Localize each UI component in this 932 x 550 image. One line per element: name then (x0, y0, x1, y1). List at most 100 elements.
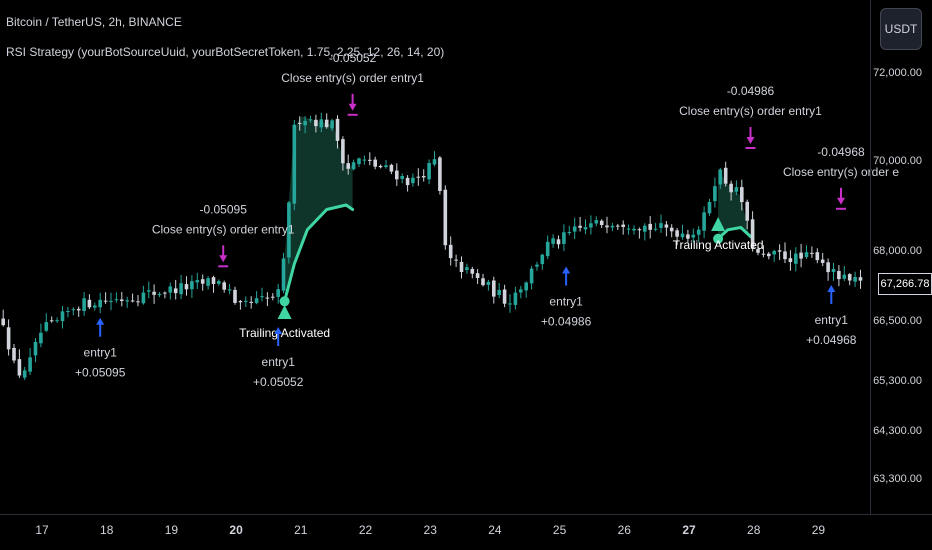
candle-body (788, 258, 793, 262)
candle-body (653, 228, 658, 230)
trailing-fill (718, 169, 751, 241)
candle-body (756, 249, 760, 253)
x-tick-label: 17 (35, 523, 49, 537)
candle-body (664, 224, 669, 228)
candle-body (357, 158, 361, 165)
candle-body (44, 322, 49, 331)
candle-body (152, 291, 156, 295)
candle-body (475, 273, 480, 278)
candle-body (416, 176, 421, 178)
candle-body (319, 119, 324, 128)
candle-body (740, 187, 744, 203)
trailing-stop-layer (279, 116, 752, 307)
candle-body (147, 290, 151, 292)
candle-body (696, 229, 701, 235)
x-tick-label: 23 (424, 523, 438, 537)
candle-body (632, 228, 636, 231)
y-axis: 72,000.00 70,000.00 68,000.00 66,500.00 65,3… (873, 67, 922, 485)
candle-body (481, 278, 485, 286)
candle-body (362, 159, 367, 161)
candle-body (470, 269, 475, 274)
candle-body (551, 238, 555, 244)
trailing-stop-line (283, 203, 355, 303)
candle-body (141, 292, 146, 304)
candle-body (438, 157, 442, 191)
candle-body (324, 119, 329, 128)
candle-body (287, 202, 291, 258)
entry-label: entry1 (84, 346, 118, 360)
candle-body (427, 163, 431, 180)
trailing-stop-line (716, 226, 752, 241)
candle-body (314, 119, 318, 127)
last-price-label: 67,266.78 (878, 273, 932, 295)
candle-body (723, 167, 728, 184)
candle-body (249, 301, 253, 303)
candle-body (260, 296, 264, 298)
trailing-activated-marker (277, 305, 292, 319)
candle-body (513, 292, 518, 305)
candle-body (567, 232, 572, 233)
close-value: -0.04986 (727, 84, 775, 98)
candle-body (810, 252, 814, 254)
trailing-start-dot (279, 296, 290, 307)
x-tick-label: 28 (747, 523, 761, 537)
candle-body (492, 280, 496, 297)
currency-button[interactable]: USDT (880, 8, 922, 50)
candle-body (1, 318, 5, 326)
close-value: -0.04968 (817, 145, 865, 159)
candle-body (702, 212, 706, 231)
candle-body (713, 186, 717, 202)
candle-body (335, 118, 340, 141)
candle-body (508, 303, 512, 305)
candle-body (55, 320, 59, 322)
y-tick-label: 72,000.00 (873, 67, 922, 79)
candle-body (448, 244, 453, 259)
strategy-title[interactable]: RSI Strategy (yourBotSourceUuid, yourBot… (6, 45, 445, 59)
candle-body (707, 202, 712, 214)
candle-body (6, 327, 11, 350)
candle-body (60, 311, 65, 322)
candle-body (206, 278, 210, 286)
entry-label: entry1 (815, 313, 849, 327)
candle-body (589, 223, 593, 228)
candle-body (136, 301, 140, 303)
y-tick-label: 65,300.00 (873, 375, 922, 387)
candle-body (794, 253, 798, 264)
entry-profit: +0.05095 (75, 366, 126, 380)
x-tick-label: 22 (359, 523, 373, 537)
candle-body (254, 298, 259, 304)
candle-body (233, 289, 237, 303)
trade-markers-layer: Trailing Activated Trailing Activated entr… (75, 51, 899, 389)
close-label: Close entry(s) order entry1 (281, 71, 424, 85)
candle-body (562, 232, 566, 244)
price-scale-divider (870, 0, 871, 514)
candle-body (98, 299, 102, 308)
candle-body (93, 305, 97, 308)
candle-body (529, 268, 534, 284)
candle-body (847, 274, 852, 281)
candle-body (184, 284, 189, 290)
candle-body (308, 119, 313, 121)
time-scale-divider (0, 514, 932, 515)
candle-body (421, 176, 426, 178)
candle-body (411, 177, 415, 184)
entry-label: entry1 (262, 355, 296, 369)
candle-body (556, 239, 561, 245)
close-label: Close entry(s) order entry1 (152, 222, 295, 236)
candle-body (28, 357, 32, 372)
entry-arrow-head (96, 317, 105, 325)
entry-arrow-head (562, 266, 571, 274)
close-value: -0.05052 (329, 51, 377, 65)
candle-body (578, 225, 582, 228)
candle-body (583, 227, 588, 230)
entry-arrow-head (827, 285, 836, 292)
entry-profit: +0.04986 (541, 315, 592, 329)
candle-body (346, 163, 350, 169)
close-arrow-head (837, 197, 845, 205)
trailing-activated-label: Trailing Activated (673, 238, 764, 252)
trailing-activated-marker (711, 217, 726, 231)
candle-body (190, 281, 194, 290)
candle-body (373, 159, 377, 167)
x-tick-label: 21 (294, 523, 308, 537)
